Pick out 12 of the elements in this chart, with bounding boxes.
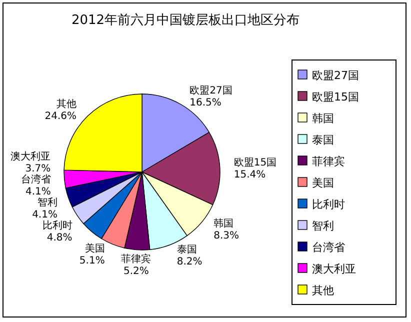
legend-label: 泰国 (312, 134, 334, 146)
legend-label: 美国 (312, 176, 334, 190)
legend-label: 欧盟15国 (312, 90, 359, 104)
legend-label: 菲律宾 (312, 155, 345, 168)
legend-label: 其他 (312, 284, 334, 297)
chart-title: 2012年前六月中国镀层板出口地区分布 (71, 13, 300, 28)
legend-label: 台湾省 (312, 241, 345, 254)
legend-label: 澳大利亚 (312, 262, 356, 276)
legend-label: 欧盟27国 (312, 69, 359, 82)
legend-label: 智利 (312, 220, 334, 232)
legend-label: 比利时 (312, 198, 345, 211)
legend-label: 韩国 (312, 112, 334, 125)
